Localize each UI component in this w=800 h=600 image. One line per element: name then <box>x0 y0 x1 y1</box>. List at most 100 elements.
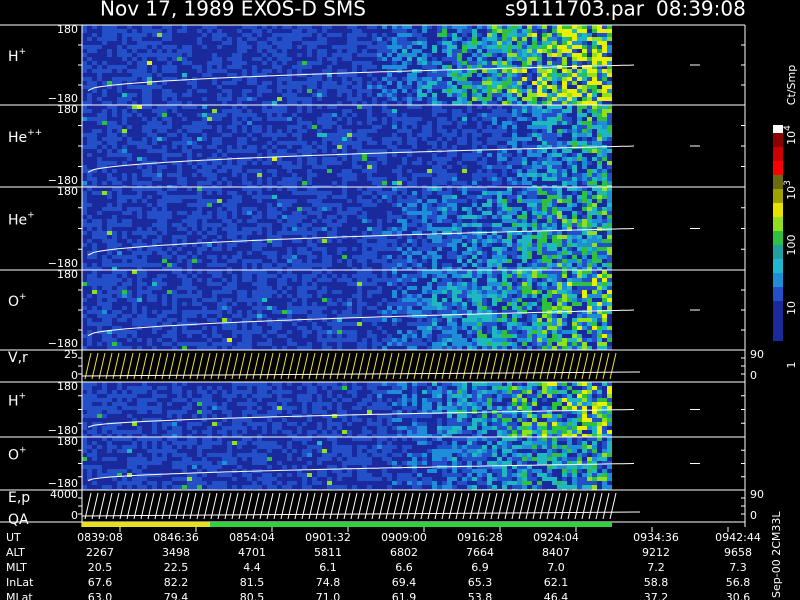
spectrogram-cell <box>382 181 387 185</box>
spectrogram-cell <box>487 306 492 310</box>
spectrogram-cell <box>257 57 262 61</box>
spectrogram-cell <box>82 199 87 203</box>
spectrogram-cell <box>592 231 597 235</box>
spectrogram-cell <box>437 207 442 211</box>
spectrogram-cell <box>482 145 487 149</box>
spectrogram-cell <box>477 302 482 306</box>
spectrogram-cell <box>232 274 237 278</box>
spectrogram-cell <box>212 330 217 334</box>
spectrogram-cell <box>577 61 582 65</box>
spectrogram-cell <box>577 89 582 93</box>
spectrogram-cell <box>232 286 237 290</box>
spectrogram-cell <box>367 169 372 173</box>
spectrogram-cell <box>137 278 142 282</box>
spectrogram-cell <box>552 85 557 89</box>
spectrogram-cell <box>577 231 582 235</box>
spectrogram-cell <box>102 181 107 185</box>
spectrogram-cell <box>282 149 287 153</box>
spectrogram-cell <box>277 113 282 117</box>
spectrogram-cell <box>232 346 237 350</box>
spectrogram-cell <box>167 199 172 203</box>
panel-label: He+ <box>8 210 35 229</box>
spectrogram-cell <box>107 314 112 318</box>
spectrogram-cell <box>397 33 402 37</box>
spectrogram-cell <box>252 247 257 251</box>
spectrogram-cell <box>142 65 147 69</box>
spectrogram-cell <box>92 181 97 185</box>
spectrogram-cell <box>587 247 592 251</box>
spectrogram-cell <box>482 41 487 45</box>
spectrogram-cell <box>132 302 137 306</box>
spectrogram-cell <box>87 267 92 270</box>
spectrogram-cell <box>127 211 132 215</box>
spectrogram-cell <box>517 53 522 57</box>
spectrogram-cell <box>602 251 607 255</box>
spectrogram-cell <box>92 274 97 278</box>
spectrogram-cell <box>277 181 282 185</box>
spectrogram-cell <box>447 243 452 247</box>
spectrogram-cell <box>287 255 292 259</box>
spectrogram-cell <box>217 141 222 145</box>
spectrogram-cell <box>582 259 587 263</box>
spectrogram-cell <box>487 239 492 243</box>
spectrogram-cell <box>122 290 127 294</box>
spectrogram-cell <box>402 41 407 45</box>
spectrogram-cell <box>352 274 357 278</box>
spectrogram-cell <box>357 310 362 314</box>
spectrogram-cell <box>512 255 517 259</box>
spectrogram-cell <box>367 137 372 141</box>
spectrogram-cell <box>502 298 507 302</box>
spectrogram-cell <box>247 346 252 350</box>
spectrogram-cell <box>577 199 582 203</box>
spectrogram-cell <box>457 294 462 298</box>
spectrogram-cell <box>97 157 102 161</box>
spectrogram-cell <box>542 145 547 149</box>
spectrogram-cell <box>592 93 597 97</box>
spectrogram-cell <box>507 231 512 235</box>
spectrogram-cell <box>187 219 192 223</box>
spectrogram-cell <box>432 318 437 322</box>
spectrogram-cell <box>352 61 357 65</box>
spectrogram-cell <box>197 191 202 195</box>
spectrogram-cell <box>552 141 557 145</box>
spectrogram-cell <box>342 247 347 251</box>
spectrogram-cell <box>167 195 172 199</box>
spectrogram-cell <box>452 247 457 251</box>
spectrogram-cell <box>442 29 447 33</box>
spectrogram-cell <box>112 37 117 41</box>
spectrogram-cell <box>372 37 377 41</box>
spectrogram-cell <box>272 61 277 65</box>
spectrogram-cell <box>562 239 567 243</box>
spectrogram-cell <box>397 187 402 191</box>
spectrogram-cell <box>482 45 487 49</box>
spectrogram-cell <box>472 153 477 157</box>
spectrogram-cell <box>212 294 217 298</box>
spectrogram-cell <box>442 346 447 350</box>
spectrogram-cell <box>322 53 327 57</box>
spectrogram-cell <box>362 270 367 274</box>
spectrogram-cell <box>307 121 312 125</box>
spectrogram-cell <box>547 137 552 141</box>
spectrogram-cell <box>492 239 497 243</box>
spectrogram-cell <box>462 342 467 346</box>
spectrogram-cell <box>412 199 417 203</box>
spectrogram-cell <box>502 37 507 41</box>
spectrogram-cell <box>327 77 332 81</box>
spectrogram-cell <box>242 211 247 215</box>
spectrogram-cell <box>257 93 262 97</box>
spectrogram-cell <box>547 49 552 53</box>
spectrogram-cell <box>232 77 237 81</box>
spectrogram-cell <box>387 65 392 69</box>
spectrogram-cell <box>207 113 212 117</box>
spectrogram-cell <box>107 81 112 85</box>
spectrogram-cell <box>117 334 122 338</box>
spectrogram-cell <box>307 274 312 278</box>
spectrogram-cell <box>147 322 152 326</box>
spectrogram-cell <box>497 81 502 85</box>
spectrogram-cell <box>457 57 462 61</box>
spectrogram-cell <box>107 298 112 302</box>
spectrogram-cell <box>477 195 482 199</box>
spectrogram-cell <box>472 93 477 97</box>
spectrogram-cell <box>527 105 532 109</box>
spectrogram-cell <box>432 267 437 270</box>
